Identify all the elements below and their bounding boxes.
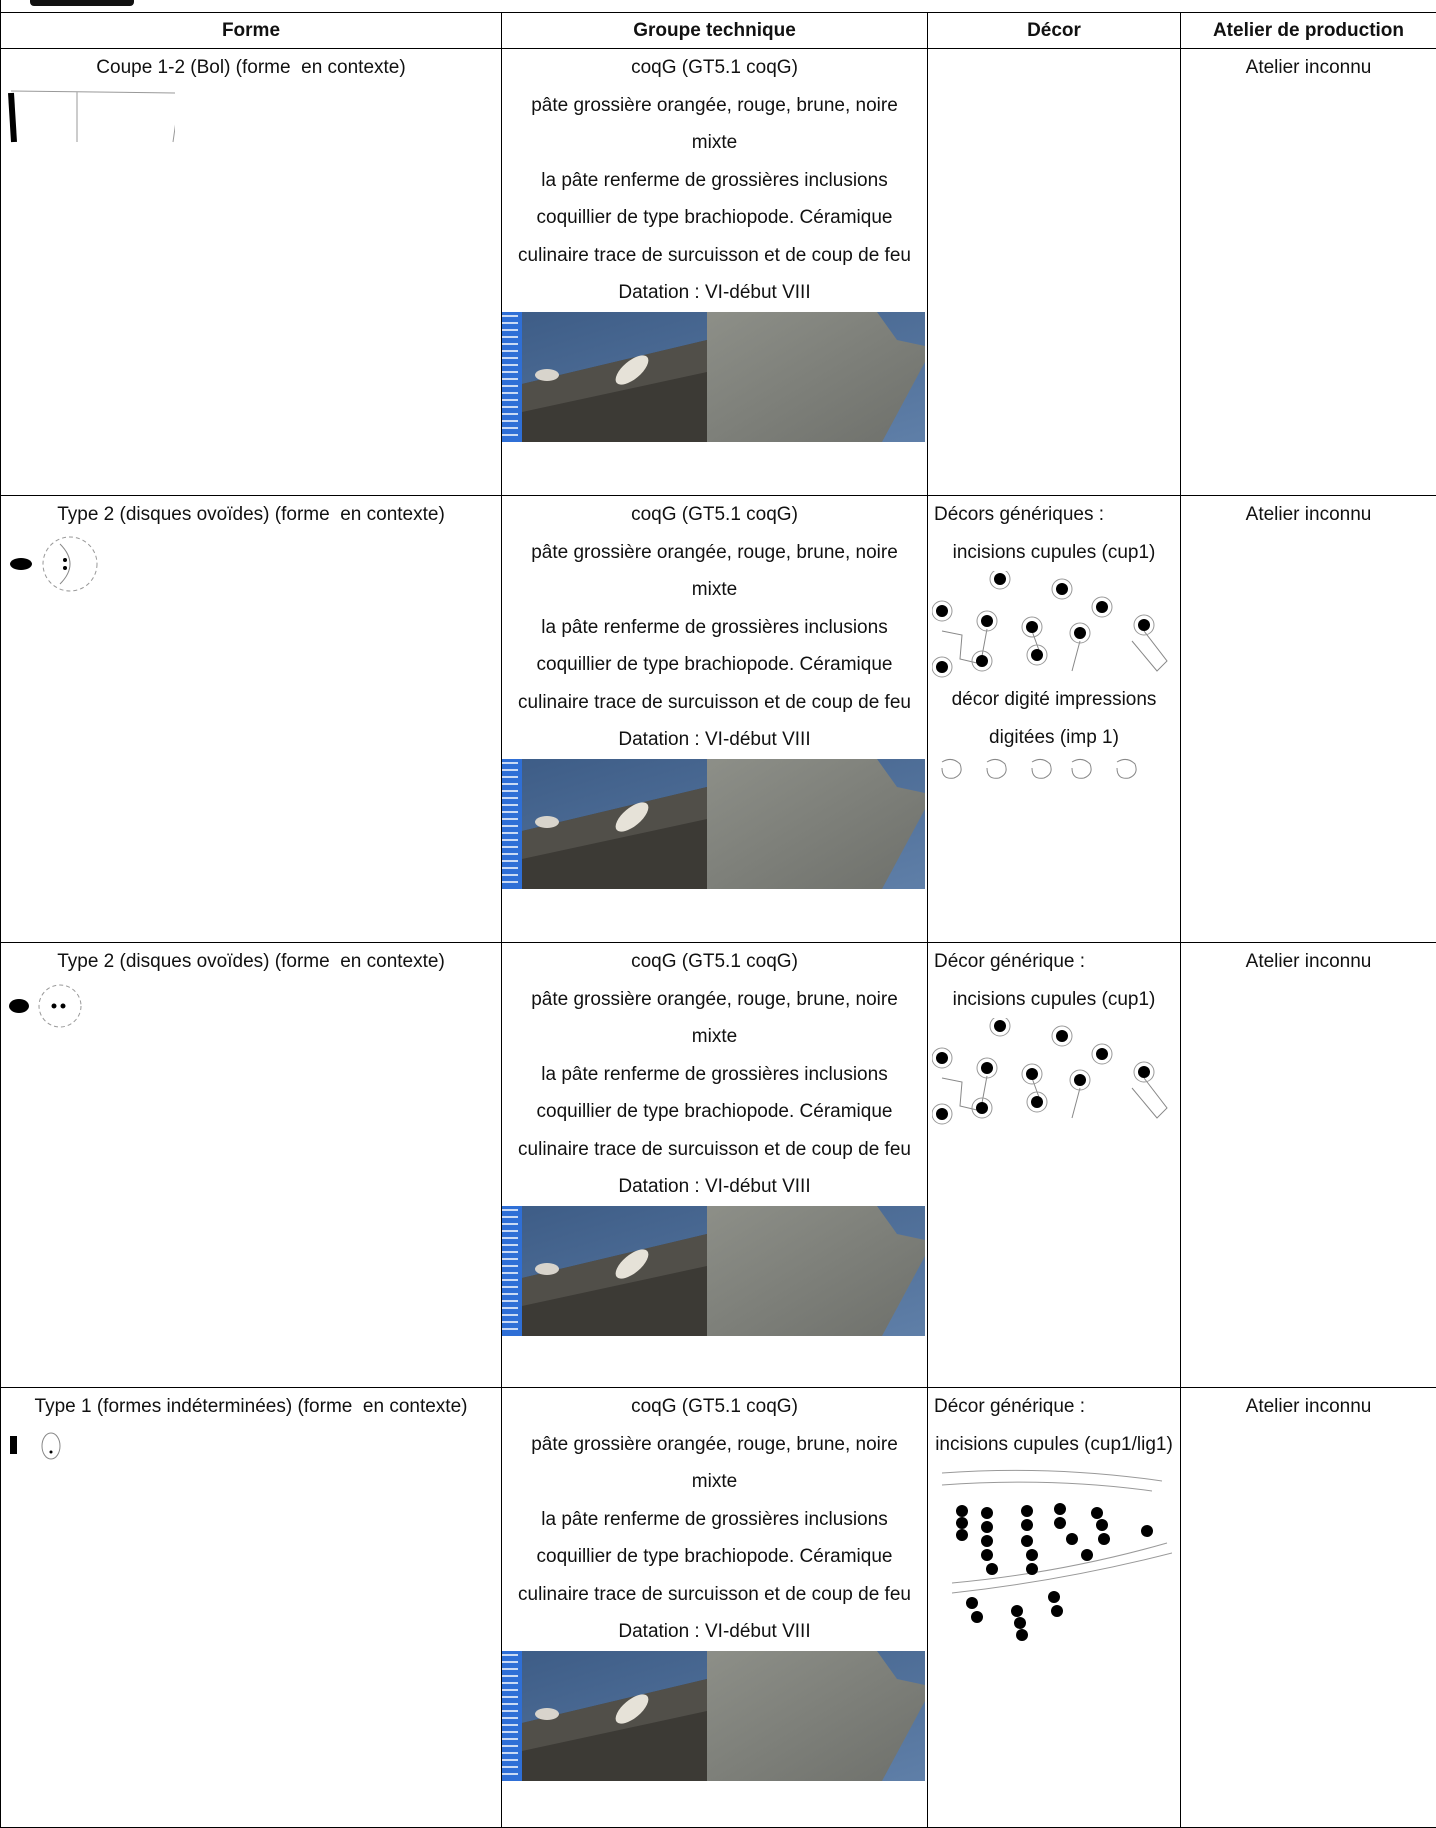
form-cell: Coupe 1-2 (Bol) (forme en contexte): [1, 49, 502, 496]
decor-text: incisions cupules (cup1): [932, 534, 1176, 572]
form-cell: Type 1 (formes indéterminées) (forme en …: [1, 1388, 502, 1828]
group-cell: coqG (GT5.1 coqG)pâte grossière orangée,…: [502, 496, 928, 943]
group-text: pâte grossière orangée, rouge, brune, no…: [506, 1426, 923, 1501]
form-drawing: [5, 1426, 95, 1466]
group-text: pâte grossière orangée, rouge, brune, no…: [506, 981, 923, 1056]
column-header: Forme: [1, 13, 502, 49]
decor-text: incisions cupules (cup1/lig1): [932, 1426, 1176, 1464]
decor-drawing: [932, 1463, 1172, 1663]
workshop-text: Atelier inconnu: [1185, 49, 1432, 87]
tab: [30, 0, 134, 6]
workshop-cell: Atelier inconnu: [1181, 943, 1436, 1388]
decor-text: incisions cupules (cup1): [932, 981, 1176, 1019]
group-text: coqG (GT5.1 coqG): [506, 1388, 923, 1426]
group-text: pâte grossière orangée, rouge, brune, no…: [506, 87, 923, 162]
workshop-cell: Atelier inconnu: [1181, 49, 1436, 496]
decor-cell: Décor générique :incisions cupules (cup1…: [928, 1388, 1181, 1828]
form-drawing: [5, 534, 115, 594]
photo: [502, 1651, 925, 1781]
workshop-cell: Atelier inconnu: [1181, 1388, 1436, 1828]
table-row: Type 1 (formes indéterminées) (forme en …: [1, 1388, 1436, 1828]
group-text: la pâte renferme de grossières inclusion…: [506, 162, 923, 275]
table-row: Type 2 (disques ovoïdes) (forme en conte…: [1, 943, 1436, 1388]
group-text: pâte grossière orangée, rouge, brune, no…: [506, 534, 923, 609]
decor-text: Décor générique :: [932, 943, 1176, 981]
group-text: Datation : VI-début VIII: [506, 1168, 923, 1206]
form-text: Type 1 (formes indéterminées) (forme en …: [5, 1388, 497, 1426]
decor-drawing: [932, 756, 1172, 782]
decor-text: Décor générique :: [932, 1388, 1176, 1426]
photo: [502, 1206, 925, 1336]
decor-cell: Décor générique :incisions cupules (cup1…: [928, 943, 1181, 1388]
decor-text: décor digité impressions digitées (imp 1…: [932, 681, 1176, 756]
workshop-cell: Atelier inconnu: [1181, 496, 1436, 943]
group-text: coqG (GT5.1 coqG): [506, 943, 923, 981]
form-text: Type 2 (disques ovoïdes) (forme en conte…: [5, 496, 497, 534]
form-text: Type 2 (disques ovoïdes) (forme en conte…: [5, 943, 497, 981]
group-text: la pâte renferme de grossières inclusion…: [506, 1056, 923, 1169]
table-row: Type 2 (disques ovoïdes) (forme en conte…: [1, 496, 1436, 943]
workshop-text: Atelier inconnu: [1185, 943, 1432, 981]
workshop-text: Atelier inconnu: [1185, 496, 1432, 534]
group-text: coqG (GT5.1 coqG): [506, 496, 923, 534]
decor-cell: [928, 49, 1181, 496]
group-text: Datation : VI-début VIII: [506, 274, 923, 312]
group-cell: coqG (GT5.1 coqG)pâte grossière orangée,…: [502, 943, 928, 1388]
border: [0, 0, 1, 12]
form-drawing: [5, 981, 115, 1031]
group-text: Datation : VI-début VIII: [506, 1613, 923, 1651]
decor-cell: Décors génériques :incisions cupules (cu…: [928, 496, 1181, 943]
decor-drawing: [932, 1018, 1172, 1128]
decor-drawing: [932, 571, 1172, 681]
column-header: Atelier de production: [1181, 13, 1436, 49]
form-cell: Type 2 (disques ovoïdes) (forme en conte…: [1, 943, 502, 1388]
photo: [502, 312, 925, 442]
decor-text: Décors génériques :: [932, 496, 1176, 534]
table-body: Coupe 1-2 (Bol) (forme en contexte)coqG …: [1, 49, 1436, 1828]
workshop-text: Atelier inconnu: [1185, 1388, 1432, 1426]
photo: [502, 759, 925, 889]
column-header: Groupe technique: [502, 13, 928, 49]
form-text: Coupe 1-2 (Bol) (forme en contexte): [5, 49, 497, 87]
form-cell: Type 2 (disques ovoïdes) (forme en conte…: [1, 496, 502, 943]
table-row: Coupe 1-2 (Bol) (forme en contexte)coqG …: [1, 49, 1436, 496]
column-header: Décor: [928, 13, 1181, 49]
group-text: la pâte renferme de grossières inclusion…: [506, 609, 923, 722]
group-text: la pâte renferme de grossières inclusion…: [506, 1501, 923, 1614]
group-cell: coqG (GT5.1 coqG)pâte grossière orangée,…: [502, 1388, 928, 1828]
group-text: Datation : VI-début VIII: [506, 721, 923, 759]
form-drawing: [5, 87, 175, 147]
group-text: coqG (GT5.1 coqG): [506, 49, 923, 87]
group-cell: coqG (GT5.1 coqG)pâte grossière orangée,…: [502, 49, 928, 496]
